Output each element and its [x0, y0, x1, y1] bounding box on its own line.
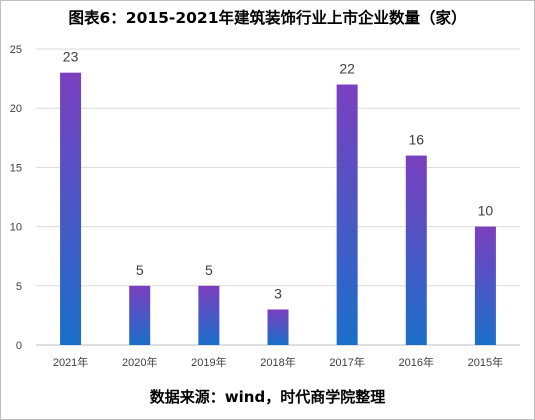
x-tick-label: 2020年 — [122, 355, 157, 369]
y-tick-label: 0 — [16, 340, 22, 352]
x-tick-label: 2017年 — [329, 355, 364, 369]
data-label: 5 — [205, 262, 213, 278]
data-label: 22 — [339, 61, 355, 77]
chart-source-note: 数据来源：wind，时代商学院整理 — [149, 388, 386, 406]
y-tick-label: 10 — [10, 222, 22, 234]
bar-2021年 — [60, 72, 82, 346]
data-label: 3 — [274, 285, 282, 301]
x-tick-label: 2015年 — [468, 355, 503, 369]
bar-2020年 — [129, 285, 151, 345]
bar-2018年 — [267, 309, 289, 345]
data-label: 5 — [136, 262, 144, 278]
x-tick-label: 2018年 — [260, 355, 295, 369]
bar-2017年 — [336, 84, 358, 346]
data-label: 23 — [63, 49, 79, 65]
bar-2016年 — [405, 155, 427, 345]
y-tick-label: 25 — [10, 44, 22, 56]
x-tick-label: 2021年 — [53, 355, 88, 369]
chart-title: 图表6：2015-2021年建筑装饰行业上市企业数量（家） — [68, 9, 467, 27]
y-tick-label: 20 — [10, 103, 22, 115]
data-label: 16 — [408, 132, 424, 148]
y-tick-label: 15 — [10, 162, 22, 174]
x-tick-label: 2016年 — [399, 355, 434, 369]
data-label: 10 — [478, 203, 494, 219]
bar-2019年 — [198, 285, 220, 345]
x-tick-label: 2019年 — [191, 355, 226, 369]
y-tick-label: 5 — [16, 281, 22, 293]
bar-2015年 — [474, 226, 496, 345]
